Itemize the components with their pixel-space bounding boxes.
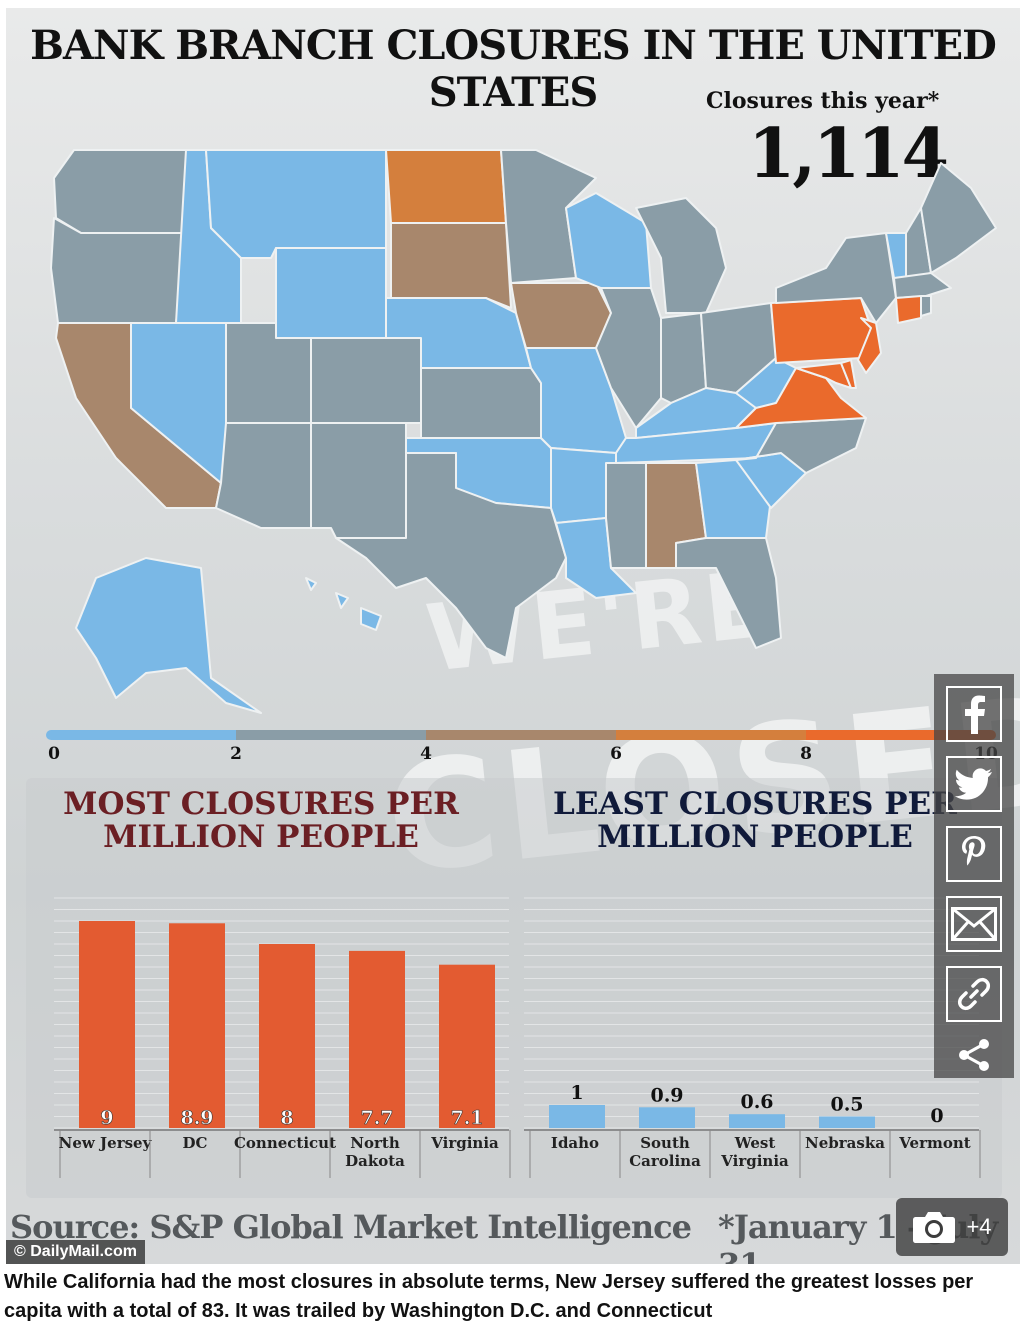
legend-tick: 4: [420, 744, 432, 764]
source-note: Source: S&P Global Market Intelligence: [10, 1208, 692, 1246]
least-bar: [549, 1105, 605, 1128]
most-category-label: North Dakota: [345, 1134, 405, 1170]
least-value-label: 1: [570, 1082, 583, 1104]
share-bar: [934, 674, 1014, 1078]
least-bar: [639, 1107, 695, 1128]
least-closures-title: LEAST CLOSURES PER MILLION PEOPLE: [553, 786, 957, 855]
legend-segment-4-6: [426, 730, 616, 740]
legend-tick: 8: [800, 744, 812, 764]
state-maine: [920, 162, 997, 274]
legend-tick: 2: [230, 744, 242, 764]
gallery-button[interactable]: +4: [896, 1198, 1008, 1256]
most-bar: [439, 964, 495, 1128]
least-value-label: 0.5: [830, 1094, 863, 1116]
most-bar: [79, 921, 135, 1128]
state-alaska: [75, 557, 262, 714]
state-colorado: [310, 337, 422, 424]
closures-value: 1,114: [748, 114, 949, 194]
state-utah: [225, 322, 312, 424]
state-north-dakota: [385, 149, 507, 224]
state-rhode-island: [920, 295, 932, 317]
most-bar: [169, 923, 225, 1128]
most-category-label: Virginia: [430, 1134, 499, 1152]
least-value-label: 0.9: [650, 1084, 683, 1106]
state-mississippi: [605, 462, 647, 569]
page-title: BANK BRANCH CLOSURES IN THE UNITED STATE…: [30, 22, 997, 116]
state-texas: [335, 452, 567, 659]
link-icon: [957, 977, 991, 1011]
least-category-label: West Virginia: [720, 1134, 789, 1170]
twitter-share-button[interactable]: [946, 756, 1002, 812]
state-montana: [205, 149, 387, 259]
legend-segment-6-8: [616, 730, 806, 740]
least-category-label: South Carolina: [629, 1134, 701, 1170]
most-category-label: New Jersey: [59, 1134, 153, 1152]
least-category-label: Vermont: [898, 1134, 970, 1152]
most-category-label: Connecticut: [234, 1134, 336, 1152]
infographic: WE'RE CLOSED BANK BRANCH CLOSURES IN THE…: [6, 8, 1020, 1264]
image-caption: While California had the most closures i…: [4, 1271, 974, 1322]
state-south-dakota: [390, 222, 512, 309]
most-value-label: 7.1: [450, 1107, 483, 1129]
more-share-button[interactable]: [946, 1036, 1002, 1074]
least-closures-chart: 1 Idaho 0.9 South Carolina 0.6 West Virginia 0.5…: [524, 897, 981, 1178]
facebook-icon: [965, 695, 985, 734]
least-value-label: 0: [930, 1105, 943, 1127]
state-arizona: [215, 422, 312, 529]
facebook-share-button[interactable]: [946, 686, 1002, 742]
gallery-count: +4: [966, 1214, 992, 1239]
state-kansas: [420, 367, 542, 439]
pinterest-icon: [962, 836, 986, 866]
legend-segment-8-10: [806, 730, 996, 740]
most-bar: [259, 944, 315, 1128]
legend-tick: 6: [610, 744, 622, 764]
most-value-label: 7.7: [360, 1107, 393, 1129]
least-category-label: Idaho: [551, 1134, 599, 1152]
least-bar: [819, 1116, 875, 1128]
copy-link-button[interactable]: [946, 966, 1002, 1022]
state-connecticut: [895, 295, 922, 324]
state-delaware: [840, 359, 857, 389]
state-florida: [675, 537, 782, 649]
share-icon: [959, 1039, 989, 1071]
state-washington: [53, 149, 187, 234]
most-closures-chart: 9 New Jersey 8.9 DC 8 Connecticut 7.7 North Dako…: [54, 897, 511, 1178]
most-value-label: 8: [280, 1107, 293, 1129]
most-value-label: 9: [100, 1107, 113, 1129]
state-wyoming: [275, 247, 387, 339]
email-share-button[interactable]: [946, 896, 1002, 952]
legend-segment-0-2: [46, 730, 236, 740]
state-oregon: [50, 217, 187, 324]
dailymail-watermark: © DailyMail.com: [6, 1240, 145, 1264]
state-virginia: [735, 367, 867, 429]
most-closures-title: MOST CLOSURES PER MILLION PEOPLE: [63, 786, 459, 855]
camera-icon: [913, 1212, 956, 1243]
us-map: [50, 149, 997, 714]
most-category-label: DC: [183, 1134, 208, 1152]
state-hawaii: [305, 577, 382, 631]
legend-tick: 0: [48, 744, 60, 764]
most-value-label: 8.9: [180, 1107, 213, 1129]
least-category-label: Nebraska: [805, 1134, 885, 1152]
color-legend: 0 2 4 6 8 10: [46, 730, 998, 770]
state-michigan: [635, 197, 727, 314]
closures-label: Closures this year*: [706, 88, 940, 114]
most-bar: [349, 950, 405, 1128]
email-icon: [951, 907, 997, 941]
twitter-icon: [955, 768, 992, 800]
state-indiana: [660, 312, 707, 404]
legend-segment-2-4: [236, 730, 426, 740]
state-maryland: [795, 362, 852, 389]
pinterest-share-button[interactable]: [946, 826, 1002, 882]
least-value-label: 0.6: [740, 1091, 773, 1113]
state-iowa: [510, 282, 612, 349]
state-new-mexico: [310, 422, 407, 539]
state-pennsylvania: [770, 297, 872, 364]
state-massachusetts: [893, 272, 952, 299]
least-bar: [729, 1114, 785, 1128]
